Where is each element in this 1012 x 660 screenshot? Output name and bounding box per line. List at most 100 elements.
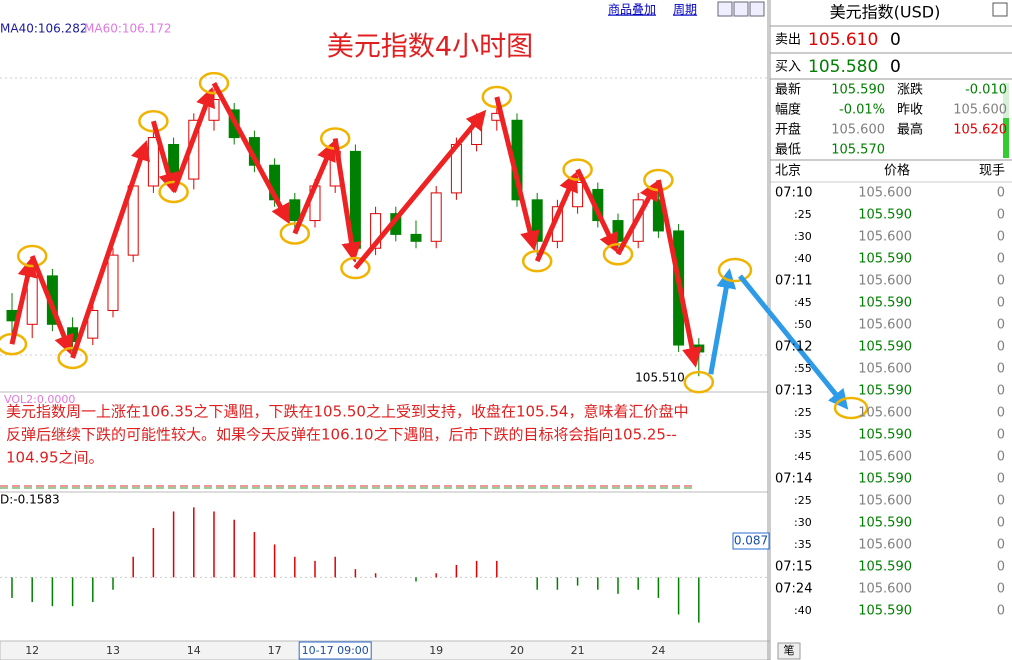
tab[interactable] bbox=[777, 642, 801, 660]
tick-size: 0 bbox=[997, 230, 1005, 245]
trend-arrow bbox=[211, 81, 290, 225]
buy-label: 买入 bbox=[775, 60, 801, 75]
tick-time: :40 bbox=[794, 252, 812, 265]
tick-size: 0 bbox=[997, 560, 1005, 575]
tick-price: 105.600 bbox=[858, 186, 912, 201]
highlight-ellipse bbox=[833, 396, 869, 420]
toolbar-button[interactable] bbox=[717, 1, 733, 17]
quote-panel bbox=[770, 0, 1012, 660]
chart-title: 美元指数4小时图 bbox=[327, 32, 533, 63]
candle-body bbox=[147, 137, 159, 187]
x-tick-label: 21 bbox=[571, 644, 585, 657]
field-label: 开盘 bbox=[775, 122, 801, 138]
x-cursor-box bbox=[298, 641, 372, 660]
candle-body bbox=[531, 199, 543, 242]
quote-title: 美元指数(USD) bbox=[830, 3, 941, 22]
tick-price: 105.600 bbox=[858, 362, 912, 377]
tick-price: 105.590 bbox=[858, 428, 912, 443]
field-label: 最新 bbox=[775, 82, 801, 98]
tick-time: :55 bbox=[794, 362, 812, 375]
tick-price: 105.590 bbox=[858, 516, 912, 531]
field-value: 105.590 bbox=[831, 83, 885, 98]
tick-size: 0 bbox=[997, 318, 1005, 333]
volume-label: VOL2:0.0000 bbox=[4, 393, 75, 406]
toolbar-button[interactable] bbox=[749, 1, 765, 17]
highlight-ellipse bbox=[57, 346, 88, 370]
trend-arrow bbox=[292, 140, 336, 235]
tick-price: 105.600 bbox=[858, 406, 912, 421]
trend-arrow bbox=[494, 96, 540, 252]
field-label: 最高 bbox=[897, 122, 923, 138]
sell-label: 卖出 bbox=[775, 33, 801, 48]
candle-body bbox=[612, 220, 624, 242]
trend-arrow bbox=[150, 120, 179, 194]
scroll-thumb[interactable] bbox=[1003, 118, 1009, 158]
tick-price: 105.590 bbox=[858, 252, 912, 267]
tick-price: 105.600 bbox=[858, 538, 912, 553]
tick-size: 0 bbox=[997, 274, 1005, 289]
trend-arrow bbox=[29, 255, 74, 356]
tick-time: 07:15 bbox=[775, 560, 812, 575]
trend-arrow bbox=[534, 171, 578, 263]
tick-price: 105.590 bbox=[858, 296, 912, 311]
highlight-ellipse bbox=[521, 249, 553, 273]
annotation-line: 反弹后继续下跌的可能性较大。如果今天反弹在106.10之下遇阻，后市下跌的目标将… bbox=[6, 426, 677, 444]
overlay-link[interactable]: 商品叠加 bbox=[608, 2, 656, 17]
tick-price: 105.600 bbox=[858, 318, 912, 333]
tick-size: 0 bbox=[997, 538, 1005, 553]
tick-time: 07:12 bbox=[775, 340, 812, 355]
tick-time: :35 bbox=[794, 428, 812, 441]
annotation-line: 美元指数周一上涨在106.35之下遇阻，下跌在105.50之上受到支持，收盘在1… bbox=[6, 403, 688, 421]
candle-body bbox=[693, 344, 705, 353]
x-tick-label: 13 bbox=[106, 644, 120, 657]
candle-body bbox=[370, 213, 382, 249]
toolbar-button[interactable] bbox=[733, 1, 749, 17]
forecast-arrow bbox=[738, 274, 849, 410]
panel-button[interactable] bbox=[992, 2, 1008, 17]
tick-price: 105.590 bbox=[858, 604, 912, 619]
tick-size: 0 bbox=[997, 406, 1005, 421]
field-value: 105.600 bbox=[831, 123, 885, 138]
highlight-ellipse bbox=[198, 71, 230, 95]
tick-time: :30 bbox=[794, 516, 812, 529]
highlight-ellipse bbox=[158, 180, 189, 204]
buy-price: 105.580 bbox=[808, 57, 878, 77]
chart-area bbox=[0, 0, 770, 660]
tick-size: 0 bbox=[997, 450, 1005, 465]
tick-size: 0 bbox=[997, 516, 1005, 531]
field-label: 昨收 bbox=[897, 103, 923, 118]
column-header: 北京 bbox=[775, 164, 801, 179]
x-tick-label: 20 bbox=[510, 644, 524, 657]
tick-time: :35 bbox=[794, 538, 812, 551]
tick-size: 0 bbox=[997, 186, 1005, 201]
tick-size: 0 bbox=[997, 494, 1005, 509]
period-link[interactable]: 周期 bbox=[673, 3, 697, 17]
x-tick-label: 24 bbox=[651, 644, 665, 657]
x-tick-label: 10-17 09:00 bbox=[302, 644, 369, 657]
trend-arrow bbox=[575, 168, 618, 254]
indicator-label: D:-0.1583 bbox=[0, 493, 60, 507]
x-tick-label: 14 bbox=[187, 644, 201, 657]
highlight-ellipse bbox=[562, 158, 593, 181]
buy-size: 0 bbox=[890, 57, 901, 77]
value-box bbox=[732, 532, 770, 550]
highlight-ellipse bbox=[16, 244, 48, 268]
tick-price: 105.600 bbox=[858, 582, 912, 597]
highlight-ellipse bbox=[340, 256, 371, 280]
tick-size: 0 bbox=[997, 582, 1005, 597]
x-tick-label: 12 bbox=[25, 644, 39, 657]
candle-body bbox=[430, 192, 442, 242]
indicator-value: 0.087 bbox=[734, 534, 768, 548]
field-label: 最低 bbox=[775, 143, 801, 158]
tick-size: 0 bbox=[997, 428, 1005, 443]
tick-time: :25 bbox=[794, 494, 812, 507]
highlight-ellipse bbox=[602, 242, 634, 266]
candle-body bbox=[87, 309, 99, 339]
tab-label[interactable]: 笔 bbox=[784, 643, 795, 657]
x-tick-label: 17 bbox=[268, 644, 282, 657]
trend-arrow bbox=[70, 140, 150, 359]
annotation: 美元指数周一上涨在106.35之下遇阻，下跌在105.50之上受到支持，收盘在1… bbox=[6, 403, 688, 467]
tick-time: :30 bbox=[794, 230, 812, 243]
tick-price: 105.590 bbox=[858, 560, 912, 575]
field-value: -0.010 bbox=[965, 83, 1007, 98]
